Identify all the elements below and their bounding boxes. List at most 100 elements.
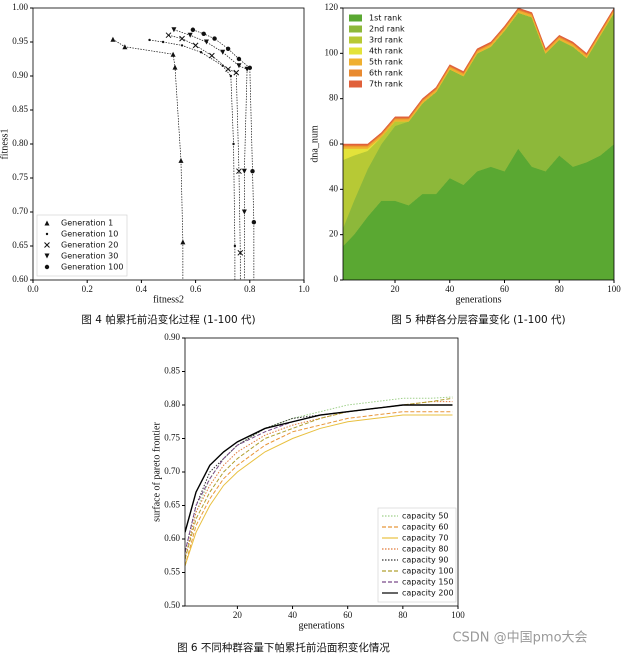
- y-tick-label: 0.90: [164, 332, 180, 342]
- y-tick-label: 0.70: [12, 206, 28, 216]
- legend-label: Generation 30: [61, 252, 118, 261]
- y-tick-label: 0.80: [164, 399, 180, 409]
- point: [192, 42, 199, 49]
- legend-marker: [45, 232, 49, 236]
- legend-swatch: [349, 36, 362, 44]
- legend-label: 5th rank: [369, 58, 403, 67]
- point: [237, 249, 244, 256]
- y-tick-label: 0.85: [164, 366, 180, 376]
- legend-label: capacity 150: [402, 578, 454, 587]
- point: [236, 168, 242, 175]
- point: [110, 36, 116, 42]
- legend-label: 3rd rank: [369, 36, 403, 45]
- legend-swatch: [349, 69, 362, 77]
- point: [180, 239, 186, 245]
- x-tick-label: 1.0: [298, 284, 310, 294]
- x-tick-label: 0.0: [27, 284, 39, 294]
- legend-marker: [44, 264, 50, 270]
- y-tick-label: 0.85: [12, 104, 28, 114]
- legend-label: 1st rank: [369, 14, 402, 23]
- legend-label: capacity 60: [402, 523, 449, 532]
- point: [122, 44, 128, 50]
- legend-label: Generation 100: [61, 263, 123, 272]
- x-tick-label: 20: [391, 284, 401, 294]
- point: [225, 66, 231, 73]
- legend-label: 2nd rank: [369, 25, 405, 34]
- point: [236, 56, 242, 62]
- x-tick-label: 60: [500, 284, 510, 294]
- legend-label: capacity 80: [402, 545, 449, 554]
- area: [343, 8, 614, 146]
- watermark: CSDN @中国pmo大会: [452, 631, 587, 646]
- x-tick-label: 40: [445, 284, 455, 294]
- point: [209, 52, 215, 59]
- point: [148, 38, 151, 42]
- y-tick-label: 60: [329, 138, 339, 148]
- point: [190, 27, 196, 32]
- point: [232, 142, 235, 146]
- x-tick-label: 80: [398, 610, 408, 620]
- point: [233, 244, 237, 248]
- point: [221, 64, 224, 68]
- legend-marker: [44, 253, 50, 259]
- plot-area: [343, 8, 614, 280]
- plot-area: [112, 29, 255, 280]
- legend-swatch: [349, 25, 362, 33]
- point: [199, 51, 203, 54]
- point: [180, 44, 184, 47]
- x-tick-label: 60: [343, 610, 353, 620]
- legend-swatch: [349, 14, 362, 22]
- y-tick-label: 0.65: [12, 240, 28, 250]
- y-tick-label: 0.70: [164, 466, 180, 476]
- point: [250, 169, 255, 174]
- x-tick-label: 20: [233, 610, 243, 620]
- legend-label: Generation 20: [61, 241, 118, 250]
- point: [171, 27, 177, 33]
- y-tick-label: 0.55: [164, 567, 180, 577]
- y-axis-label: surface of pareto frontier: [151, 421, 162, 521]
- point: [170, 51, 176, 57]
- line: [185, 404, 453, 553]
- connector: [168, 34, 241, 280]
- point: [241, 209, 247, 215]
- point: [236, 63, 242, 69]
- x-axis-label: fitness2: [153, 294, 184, 305]
- x-axis-label: generations: [455, 294, 501, 305]
- legend-label: 7th rank: [369, 80, 403, 89]
- y-tick-label: 0.90: [12, 70, 28, 80]
- legend-label: Generation 1: [61, 219, 113, 228]
- y-tick-label: 20: [329, 229, 339, 239]
- y-tick-label: 0.75: [164, 433, 180, 443]
- x-tick-label: 0.2: [82, 284, 93, 294]
- legend-label: capacity 100: [402, 567, 454, 576]
- point: [161, 40, 165, 44]
- x-axis-label: generations: [298, 620, 344, 631]
- point: [229, 74, 233, 78]
- point: [203, 39, 209, 45]
- x-tick-label: 100: [451, 610, 465, 620]
- x-tick-label: 40: [288, 610, 298, 620]
- y-tick-label: 0.75: [12, 172, 28, 182]
- y-tick-label: 100: [325, 47, 339, 57]
- x-tick-label: 80: [555, 284, 565, 294]
- plot-area: [185, 396, 453, 566]
- legend-marker: [44, 220, 50, 226]
- x-tick-label: 0.4: [136, 284, 148, 294]
- legend-box: [377, 507, 457, 603]
- point: [225, 46, 231, 51]
- point: [187, 32, 193, 38]
- y-axis-label: dna_num: [309, 125, 320, 162]
- x-tick-label: 100: [607, 284, 621, 294]
- y-tick-label: 120: [325, 2, 339, 12]
- y-tick-label: 0.80: [12, 138, 28, 148]
- y-tick-label: 0.60: [12, 274, 28, 284]
- legend-label: 6th rank: [369, 69, 403, 78]
- point: [165, 32, 172, 39]
- point: [247, 65, 252, 71]
- point: [241, 168, 247, 174]
- y-axis-label: fitness1: [0, 128, 10, 159]
- legend-label: Generation 10: [61, 230, 118, 239]
- y-tick-label: 0.95: [12, 36, 28, 46]
- legend-marker: [44, 242, 50, 248]
- legend-swatch: [349, 47, 362, 55]
